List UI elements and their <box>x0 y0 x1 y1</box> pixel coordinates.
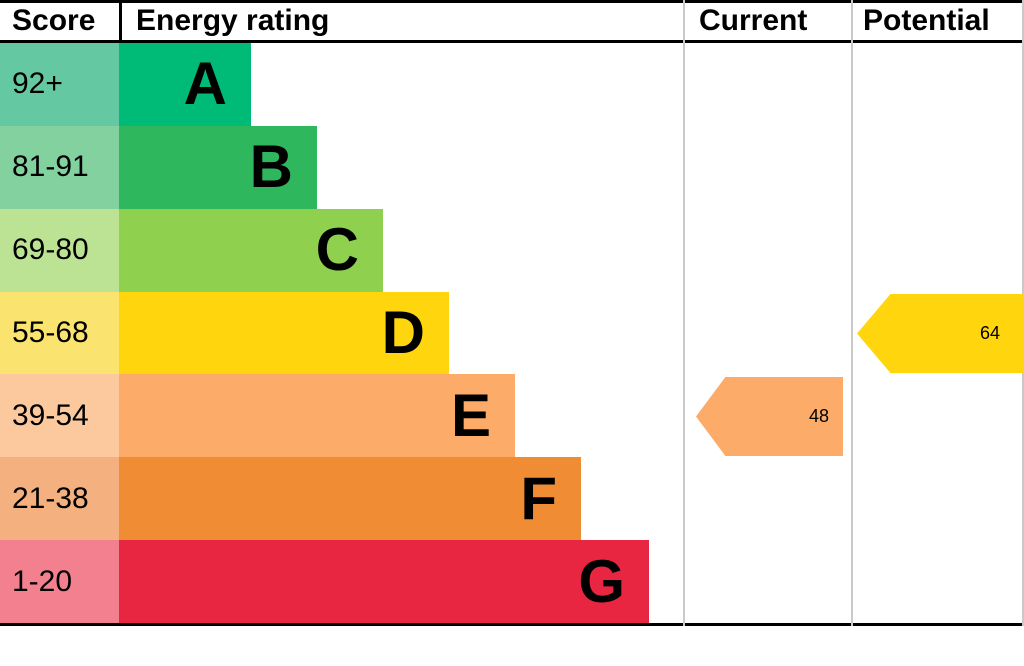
band-bar: D <box>119 291 449 375</box>
current-rating-value: 48 <box>808 406 829 426</box>
band-bar: A <box>119 43 251 126</box>
header-potential: Potential <box>863 4 990 37</box>
band-bar: C <box>119 208 383 292</box>
score-range: 1-20 <box>0 540 119 624</box>
band-bar: B <box>119 125 317 209</box>
score-range: 21-38 <box>0 457 119 541</box>
score-range: 55-68 <box>0 291 119 375</box>
band-bar: E <box>119 374 515 458</box>
band-letter: G <box>578 547 625 615</box>
band-row-a: 92+ A <box>0 43 1024 126</box>
score-range: 81-91 <box>0 125 119 209</box>
header-border-line <box>0 40 1024 43</box>
band-row-b: 81-91 B <box>0 125 1024 209</box>
band-letter: F <box>520 464 557 532</box>
band-row-e: 39-54 E <box>0 374 1024 458</box>
band-row-d: 55-68 D <box>0 291 1024 375</box>
current-column-divider <box>683 0 685 626</box>
header-score: Score <box>12 4 96 37</box>
band-letter: D <box>381 299 425 366</box>
band-letter: C <box>315 216 359 284</box>
band-letter: E <box>450 381 491 449</box>
header-energy-rating: Energy rating <box>136 4 330 37</box>
score-range: 92+ <box>0 43 119 126</box>
band-bar: F <box>119 457 581 541</box>
score-range: 39-54 <box>0 374 119 458</box>
potential-rating-value: 64 <box>979 323 1000 343</box>
top-border-line <box>0 0 1024 3</box>
band-rows: 92+ A 81-91 B 69-80 C 55-68 D 39-54 E 21… <box>0 43 1024 624</box>
band-letter: A <box>183 50 227 118</box>
header-current: Current <box>699 4 808 37</box>
band-row-c: 69-80 C <box>0 208 1024 292</box>
bottom-border-line <box>0 623 1024 626</box>
potential-column-divider <box>851 0 853 626</box>
current-rating-arrow: 48 <box>696 377 843 456</box>
band-row-g: 1-20 G <box>0 540 1024 624</box>
band-row-f: 21-38 F <box>0 457 1024 541</box>
band-bar: G <box>119 540 649 624</box>
score-column-header-divider <box>119 0 122 43</box>
band-letter: B <box>249 133 293 201</box>
score-range: 69-80 <box>0 208 119 292</box>
potential-rating-arrow: 64 <box>857 294 1024 373</box>
